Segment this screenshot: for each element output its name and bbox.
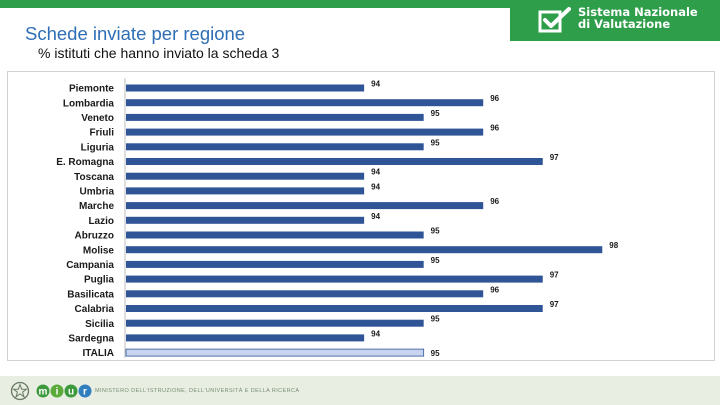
data-label: 94 (371, 168, 380, 177)
bar (126, 334, 365, 342)
brand-line-1: Sistema Nazionale (578, 5, 698, 19)
bar (126, 275, 543, 283)
bar (126, 319, 424, 327)
page-subtitle: % istituti che hanno inviato la scheda 3 (38, 45, 280, 61)
bar (126, 202, 484, 210)
data-label: 94 (371, 212, 380, 221)
category-label: Marche (79, 201, 114, 212)
category-label: Basilicata (67, 289, 114, 300)
bar (126, 143, 424, 151)
bar (126, 113, 424, 121)
chart-frame: Piemonte 94 Lombardia 96 Veneto 95 Friuli 96 Lig… (7, 71, 715, 361)
data-label: 95 (431, 227, 440, 236)
bar (126, 84, 365, 92)
logo-letter-u: u (68, 387, 74, 398)
bar (126, 290, 484, 298)
category-label: E. Romagna (56, 157, 114, 168)
bar (126, 246, 603, 254)
data-label: 97 (550, 153, 559, 162)
data-label: 96 (490, 285, 499, 294)
bar-total (125, 348, 425, 357)
category-label: Veneto (81, 113, 114, 124)
top-accent-strip (0, 0, 720, 8)
data-label: 96 (490, 124, 499, 133)
page-title: Schede inviate per regione (25, 23, 246, 44)
data-label: 95 (431, 109, 440, 118)
category-label: Campania (66, 260, 114, 271)
brand-line-2: di Valutazione (578, 17, 671, 31)
category-label: Lazio (88, 216, 114, 227)
category-label: ITALIA (83, 348, 114, 359)
republic-emblem-icon (10, 381, 30, 401)
category-label: Piemonte (69, 84, 114, 95)
category-label: Abruzzo (75, 231, 114, 242)
category-label: Lombardia (63, 98, 115, 109)
logo-letter-m: m (39, 387, 48, 398)
ministry-name: MINISTERO DELL'ISTRUZIONE, DELL'UNIVERSI… (95, 388, 300, 394)
data-label: 96 (490, 197, 499, 206)
category-label: Liguria (81, 142, 115, 153)
category-label: Sicilia (85, 319, 114, 330)
category-label: Friuli (90, 128, 115, 139)
brand-logo: Sistema Nazionale di Valutazione (510, 0, 720, 41)
data-label: 95 (431, 138, 440, 147)
checkbox-check-icon (538, 7, 571, 33)
category-label: Calabria (75, 304, 115, 315)
miur-logo: m i u r (36, 384, 92, 398)
data-label: 98 (609, 241, 618, 250)
category-label: Molise (83, 245, 115, 256)
brand-name: Sistema Nazionale di Valutazione (578, 6, 698, 30)
logo-letter-i: i (56, 387, 59, 398)
data-label: 94 (371, 329, 380, 338)
data-label: 96 (490, 94, 499, 103)
category-label: Puglia (84, 275, 114, 286)
bar (126, 187, 365, 195)
data-label: 97 (550, 300, 559, 309)
logo-letter-r: r (83, 387, 87, 398)
bar (126, 99, 484, 107)
category-label: Toscana (74, 172, 114, 183)
bar (126, 172, 365, 180)
data-label: 94 (371, 182, 380, 191)
category-label: Umbria (80, 187, 115, 198)
bar (126, 231, 424, 239)
bar (126, 128, 484, 136)
region-bar-chart: Piemonte 94 Lombardia 96 Veneto 95 Friuli 96 Lig… (56, 78, 619, 359)
bar (126, 216, 365, 224)
data-label: 95 (431, 256, 440, 265)
bar (126, 305, 543, 312)
bar (126, 158, 543, 165)
category-label: Sardegna (68, 334, 114, 345)
footer-band: m i u r MINISTERO DELL'ISTRUZIONE, DELL'… (0, 376, 720, 405)
data-label: 94 (371, 80, 380, 89)
bar (126, 260, 424, 268)
data-label: 95 (431, 349, 440, 358)
data-label: 95 (431, 315, 440, 324)
data-label: 97 (550, 271, 559, 280)
